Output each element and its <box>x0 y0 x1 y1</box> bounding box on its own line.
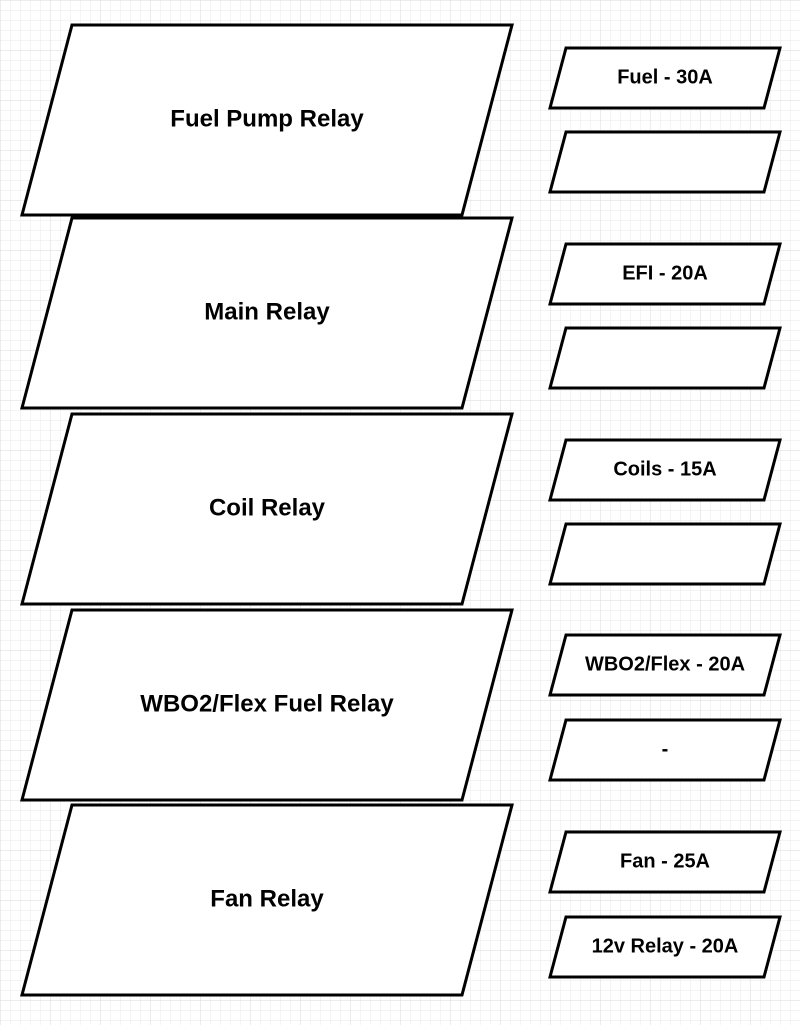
fuse-fuel-30a-label: Fuel - 30A <box>617 66 713 88</box>
fuse-coils-15a: Coils - 15A <box>550 440 780 500</box>
wbo2-flex-relay: WBO2/Flex Fuel Relay <box>22 610 512 800</box>
fuse-wbo2flex-20a-label: WBO2/Flex - 20A <box>585 653 745 675</box>
fuse-12vrelay-20a-label: 12v Relay - 20A <box>592 935 739 957</box>
fuse-spare-3-shape <box>550 524 780 584</box>
fuse-spare-2 <box>550 328 780 388</box>
fuse-fuel-30a: Fuel - 30A <box>550 48 780 108</box>
fuse-spare-2-shape <box>550 328 780 388</box>
fan-relay-label: Fan Relay <box>210 885 324 912</box>
fuel-pump-relay-label: Fuel Pump Relay <box>170 105 364 132</box>
fuse-spare-1 <box>550 132 780 192</box>
fuse-fan-25a-label: Fan - 25A <box>620 850 710 872</box>
main-relay: Main Relay <box>22 218 512 408</box>
fuse-coils-15a-label: Coils - 15A <box>613 458 716 480</box>
fuse-fan-25a: Fan - 25A <box>550 832 780 892</box>
fuse-spare-1-shape <box>550 132 780 192</box>
fuse-dash: - <box>550 720 780 780</box>
main-relay-label: Main Relay <box>204 298 330 325</box>
coil-relay-label: Coil Relay <box>209 494 326 521</box>
fuel-pump-relay: Fuel Pump Relay <box>22 25 512 215</box>
fuse-efi-20a-label: EFI - 20A <box>622 262 708 284</box>
fuse-wbo2flex-20a: WBO2/Flex - 20A <box>550 635 780 695</box>
fuse-12vrelay-20a: 12v Relay - 20A <box>550 917 780 977</box>
fuse-dash-label: - <box>662 738 669 760</box>
wbo2-flex-relay-label: WBO2/Flex Fuel Relay <box>140 690 394 717</box>
diagram-canvas: Fuel Pump Relay Main Relay Coil Relay WBO2/… <box>0 0 800 1025</box>
coil-relay: Coil Relay <box>22 414 512 604</box>
fuse-spare-3 <box>550 524 780 584</box>
fuse-efi-20a: EFI - 20A <box>550 244 780 304</box>
fan-relay: Fan Relay <box>22 805 512 995</box>
